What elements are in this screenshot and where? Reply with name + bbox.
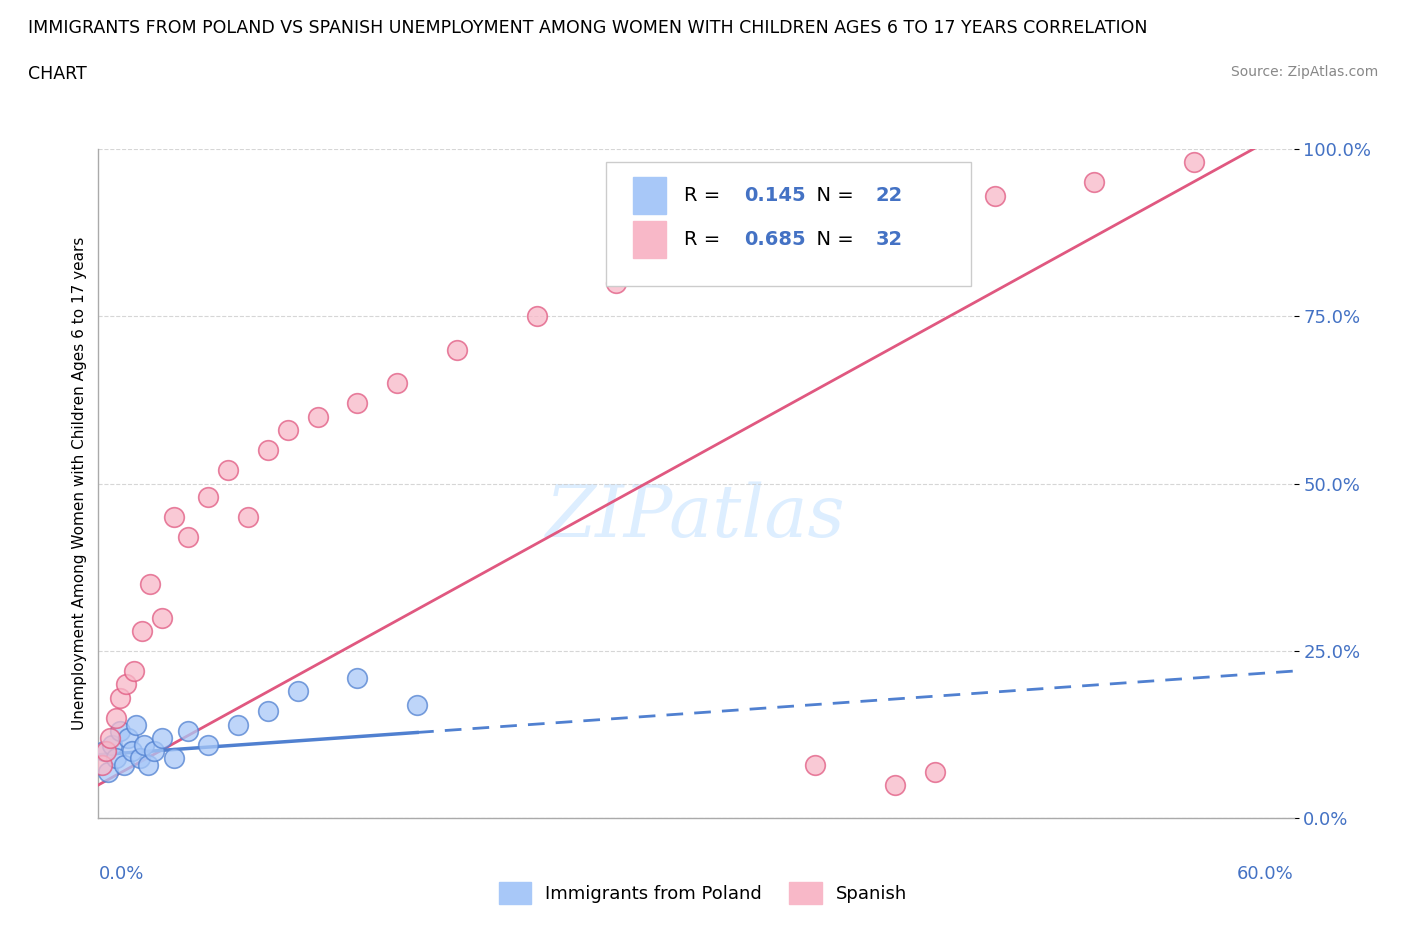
Point — [96, 744, 118, 759]
Text: 22: 22 — [875, 186, 903, 206]
Point — [105, 711, 128, 725]
Text: N =: N = — [804, 230, 859, 248]
Point — [110, 690, 132, 705]
Point — [139, 577, 162, 591]
Point — [115, 677, 138, 692]
Legend: Immigrants from Poland, Spanish: Immigrants from Poland, Spanish — [491, 875, 915, 911]
Point — [884, 777, 907, 792]
Point — [785, 221, 807, 236]
Text: 0.145: 0.145 — [744, 186, 806, 206]
Point — [236, 510, 259, 525]
Point — [91, 757, 114, 772]
Point — [197, 489, 219, 504]
Point — [136, 757, 159, 772]
Text: CHART: CHART — [28, 65, 87, 83]
Point — [129, 751, 152, 765]
Point — [134, 737, 156, 752]
Point — [150, 610, 173, 625]
Point — [526, 309, 548, 324]
Point — [177, 530, 200, 545]
Point — [131, 623, 153, 638]
Point — [884, 208, 907, 223]
Text: IMMIGRANTS FROM POLAND VS SPANISH UNEMPLOYMENT AMONG WOMEN WITH CHILDREN AGES 6 : IMMIGRANTS FROM POLAND VS SPANISH UNEMPL… — [28, 19, 1147, 36]
Point — [385, 376, 409, 391]
Point — [346, 396, 368, 411]
Point — [287, 684, 309, 698]
Text: ZIPatlas: ZIPatlas — [546, 482, 846, 552]
Point — [277, 422, 299, 437]
Text: R =: R = — [685, 186, 727, 206]
Text: 0.0%: 0.0% — [98, 865, 143, 883]
Point — [307, 409, 329, 424]
Point — [605, 275, 627, 290]
Text: N =: N = — [804, 186, 859, 206]
Text: 60.0%: 60.0% — [1237, 865, 1294, 883]
Point — [105, 751, 128, 765]
Point — [346, 671, 368, 685]
Point — [217, 463, 239, 478]
Point — [446, 342, 468, 357]
Point — [150, 731, 173, 746]
Text: Source: ZipAtlas.com: Source: ZipAtlas.com — [1230, 65, 1378, 79]
Point — [177, 724, 200, 738]
Point — [685, 242, 707, 257]
Point — [406, 698, 429, 712]
Point — [143, 744, 166, 759]
Text: 0.685: 0.685 — [744, 230, 806, 248]
Point — [110, 724, 132, 738]
Bar — [633, 220, 666, 258]
Point — [924, 764, 946, 779]
Point — [93, 744, 115, 759]
Point — [1182, 154, 1205, 169]
Y-axis label: Unemployment Among Women with Children Ages 6 to 17 years: Unemployment Among Women with Children A… — [72, 237, 87, 730]
Point — [804, 757, 827, 772]
Point — [163, 751, 186, 765]
Point — [125, 717, 148, 732]
Text: R =: R = — [685, 230, 727, 248]
Point — [101, 737, 124, 752]
Point — [97, 764, 120, 779]
Point — [256, 443, 278, 458]
Point — [226, 717, 249, 732]
Point — [112, 757, 135, 772]
Point — [983, 188, 1005, 203]
Point — [163, 510, 186, 525]
Point — [256, 704, 278, 719]
Point — [197, 737, 219, 752]
Point — [124, 664, 146, 679]
Bar — [633, 178, 666, 214]
FancyBboxPatch shape — [606, 162, 970, 286]
Point — [121, 744, 143, 759]
Point — [117, 731, 139, 746]
Point — [1083, 175, 1105, 190]
Text: 32: 32 — [875, 230, 903, 248]
Point — [98, 731, 122, 746]
